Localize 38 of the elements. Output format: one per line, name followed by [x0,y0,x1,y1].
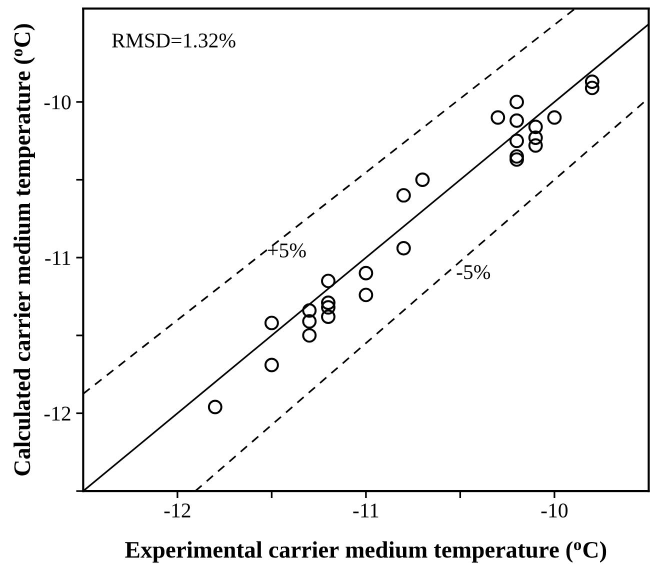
point [528,120,543,134]
x-axis-title: Experimental carrier medium temperature ($^{o}$C) [125,541,606,563]
point [302,303,317,318]
point [302,328,317,343]
point [264,358,279,372]
point [396,241,411,256]
point [584,80,600,96]
point [358,266,374,280]
point [547,110,562,125]
point [510,134,524,148]
x-tick-label: -11 [353,504,378,518]
point [510,113,524,128]
point [396,188,411,203]
point [208,400,222,414]
y-axis-title: Calculated carrier medium temperature ($^{o}$C) [14,24,35,476]
point [528,138,543,153]
point [321,274,336,288]
y-tick-label: -11 [45,251,70,265]
y-tick-label: -12 [44,406,70,420]
annotation: RMSD=1.32% [112,33,236,48]
point [490,110,506,125]
point [321,296,336,310]
point [415,172,430,187]
point [264,316,279,330]
point [528,130,543,145]
x-tick-label: -12 [164,504,190,518]
y-tick-label: -10 [44,95,71,110]
point [321,300,336,315]
point [510,149,524,164]
point [358,288,374,302]
point [321,310,336,324]
point [302,314,317,329]
x-tick-label: -10 [541,503,568,518]
point [584,74,600,89]
point [510,94,524,110]
annotation: +5% [268,243,306,258]
point [510,152,524,167]
annotation: -5% [456,265,490,280]
